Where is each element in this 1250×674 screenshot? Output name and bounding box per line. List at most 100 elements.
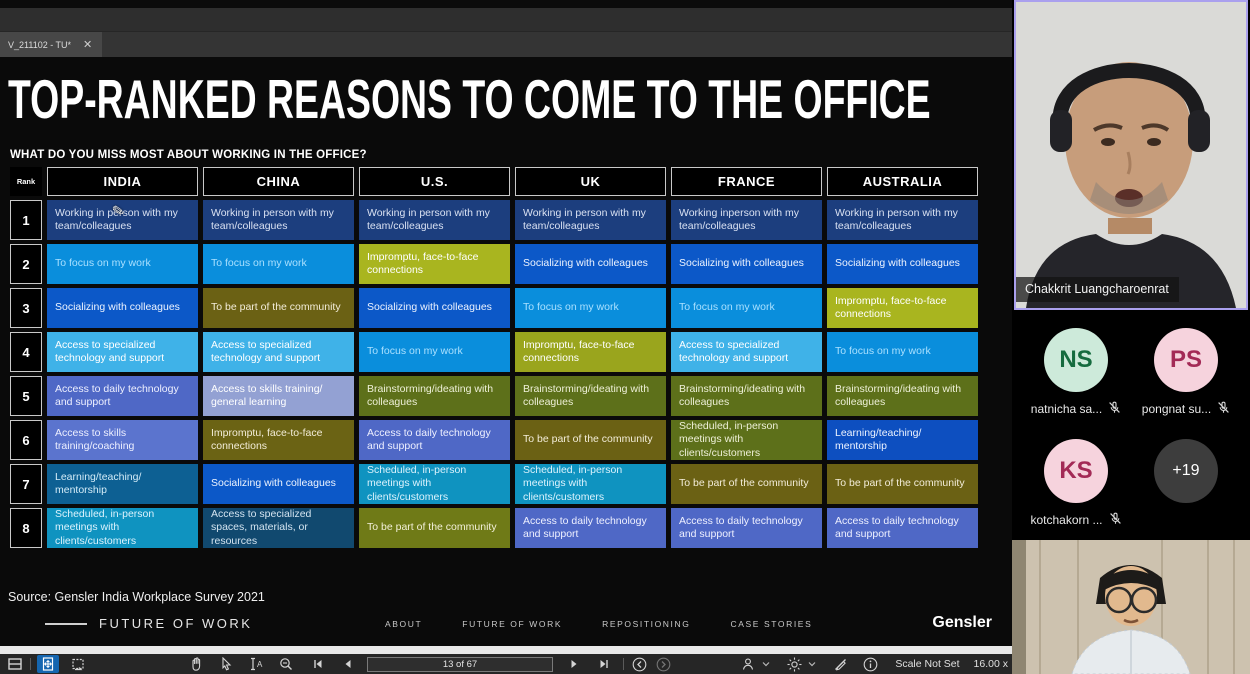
table-cell: Learning/teaching/ mentorship — [47, 464, 198, 504]
mic-muted-icon — [1109, 512, 1121, 524]
table-cell: Access to daily technology and support — [359, 420, 510, 460]
footer-brand: FUTURE OF WORK — [45, 616, 252, 631]
source-note: Source: Gensler India Workplace Survey 2… — [8, 590, 265, 604]
slide-footer: FUTURE OF WORK ABOUT FUTURE OF WORK REPO… — [0, 614, 1012, 634]
table-cell: To focus on my work — [671, 288, 822, 328]
table-cell: Access to skills training/coaching — [47, 420, 198, 460]
table-cell: To focus on my work — [827, 332, 978, 372]
history-back-icon[interactable] — [630, 655, 648, 673]
zoom-tool-icon[interactable] — [277, 655, 295, 673]
document-tab-label: V_211102 - TU* — [8, 39, 72, 50]
participant-tile[interactable]: KS kotchakorn ... — [1021, 439, 1131, 536]
table-cell: To focus on my work — [203, 244, 354, 284]
brightness-icon[interactable] — [785, 655, 803, 673]
hand-tool-icon[interactable] — [187, 655, 205, 673]
window-top-strip — [0, 0, 1012, 8]
split-panes-icon[interactable] — [6, 655, 24, 673]
column-header-france: FRANCE — [671, 167, 822, 196]
select-tool-icon[interactable] — [217, 655, 235, 673]
column-header-china: CHINA — [203, 167, 354, 196]
table-cell: Impromptu, face-to-face connections — [827, 288, 978, 328]
table-cell: Working in person with my team/colleague… — [827, 200, 978, 240]
zoom-level[interactable]: 16.00 x — [973, 658, 1008, 670]
participant-tile[interactable]: +19 — [1131, 439, 1241, 536]
fit-page-icon[interactable] — [37, 655, 59, 673]
rank-cell: 6 — [10, 420, 42, 460]
speaker-portrait — [1016, 2, 1246, 308]
table-cell: To be part of the community — [515, 420, 666, 460]
user-icon[interactable] — [739, 655, 757, 673]
table-cell: Scheduled, in-person meetings with clien… — [47, 508, 198, 548]
table-cell: Access to specialized spaces, materials,… — [203, 508, 354, 548]
table-cell: Access to daily technology and support — [515, 508, 666, 548]
pen-disabled-icon[interactable] — [831, 655, 849, 673]
gensler-logo: Gensler — [932, 614, 992, 631]
table-cell: To be part of the community — [671, 464, 822, 504]
participant-tile[interactable]: PS pongnat su... — [1131, 328, 1241, 425]
pdf-viewer-window: V_211102 - TU* ✕ TOP-RANKED REASONS TO C… — [0, 0, 1012, 674]
participant-avatar: NS — [1044, 328, 1108, 392]
participant-name: kotchakorn ... — [1030, 513, 1103, 527]
history-forward-icon[interactable] — [654, 655, 672, 673]
svg-text:A: A — [257, 660, 263, 669]
table-cell: To be part of the community — [359, 508, 510, 548]
rank-cell: 2 — [10, 244, 42, 284]
chevron-down-icon[interactable] — [757, 655, 775, 673]
table-cell: Brainstorming/ideating with colleagues — [515, 376, 666, 416]
footer-nav-about: ABOUT — [385, 619, 423, 629]
table-cell: Brainstorming/ideating with colleagues — [671, 376, 822, 416]
table-cell: Impromptu, face-to-face connections — [203, 420, 354, 460]
secondary-video[interactable] — [1012, 540, 1250, 674]
participant-label: kotchakorn ... — [1030, 512, 1121, 528]
participant-label: pongnat su... — [1142, 401, 1230, 417]
page-number-field[interactable]: 13 of 67 — [367, 656, 553, 672]
rank-cell: 8 — [10, 508, 42, 548]
active-speaker-video[interactable]: Chakkrit Luangcharoenrat — [1014, 0, 1248, 310]
last-page-icon[interactable] — [595, 655, 613, 673]
footer-dash — [45, 622, 87, 625]
info-icon[interactable] — [861, 655, 879, 673]
table-cell: Access to daily technology and support — [827, 508, 978, 548]
footer-nav: ABOUT FUTURE OF WORK REPOSITIONING CASE … — [385, 619, 812, 629]
table-cell: Socializing with colleagues — [827, 244, 978, 284]
table-cell: Socializing with colleagues — [203, 464, 354, 504]
column-header-uk: UK — [515, 167, 666, 196]
column-header-india: INDIA — [47, 167, 198, 196]
table-cell: Working in person with my team/colleague… — [47, 200, 198, 240]
menu-bar — [0, 8, 1012, 32]
table-cell: Impromptu, face-to-face connections — [515, 332, 666, 372]
tab-close-icon[interactable]: ✕ — [83, 39, 93, 51]
footer-nav-case-stories: CASE STORIES — [730, 619, 813, 629]
document-tab[interactable]: V_211102 - TU* ✕ — [0, 32, 103, 57]
secondary-portrait — [1012, 540, 1250, 674]
table-cell: Brainstorming/ideating with colleagues — [827, 376, 978, 416]
participant-tile[interactable]: NS natnicha sa... — [1021, 328, 1131, 425]
scale-status[interactable]: Scale Not Set — [895, 658, 960, 670]
table-cell: To focus on my work — [47, 244, 198, 284]
first-page-icon[interactable] — [309, 655, 327, 673]
table-cell: Learning/teaching/ mentorship — [827, 420, 978, 460]
participant-avatar: +19 — [1154, 439, 1218, 503]
prev-page-icon[interactable] — [339, 655, 357, 673]
toolbar-separator — [30, 658, 31, 670]
participant-avatar: KS — [1044, 439, 1108, 503]
horizontal-scrollbar[interactable] — [0, 646, 1012, 654]
table-cell: Socializing with colleagues — [515, 244, 666, 284]
text-select-icon[interactable]: A — [247, 655, 265, 673]
chevron-down-icon[interactable] — [803, 655, 821, 673]
country-rank-table: Rank INDIA CHINA U.S. UK FRANCE AUSTRALIA 1 Work… — [10, 167, 978, 548]
table-cell: Access to skills training/ general learn… — [203, 376, 354, 416]
snapshot-icon[interactable] — [69, 655, 87, 673]
next-page-icon[interactable] — [565, 655, 583, 673]
table-cell: Access to daily technology and support — [47, 376, 198, 416]
slide-subtitle: WHAT DO YOU MISS MOST ABOUT WORKING IN T… — [10, 149, 367, 161]
rank-cell: 4 — [10, 332, 42, 372]
table-cell: Working inperson with my team/colleagues — [671, 200, 822, 240]
table-cell: Access to specialized technology and sup… — [47, 332, 198, 372]
table-cell: Socializing with colleagues — [47, 288, 198, 328]
column-header-australia: AUSTRALIA — [827, 167, 978, 196]
table-cell: Access to daily technology and support — [671, 508, 822, 548]
rank-cell: 5 — [10, 376, 42, 416]
footer-brand-label: FUTURE OF WORK — [99, 616, 253, 631]
footer-nav-future-of-work: FUTURE OF WORK — [462, 619, 563, 629]
